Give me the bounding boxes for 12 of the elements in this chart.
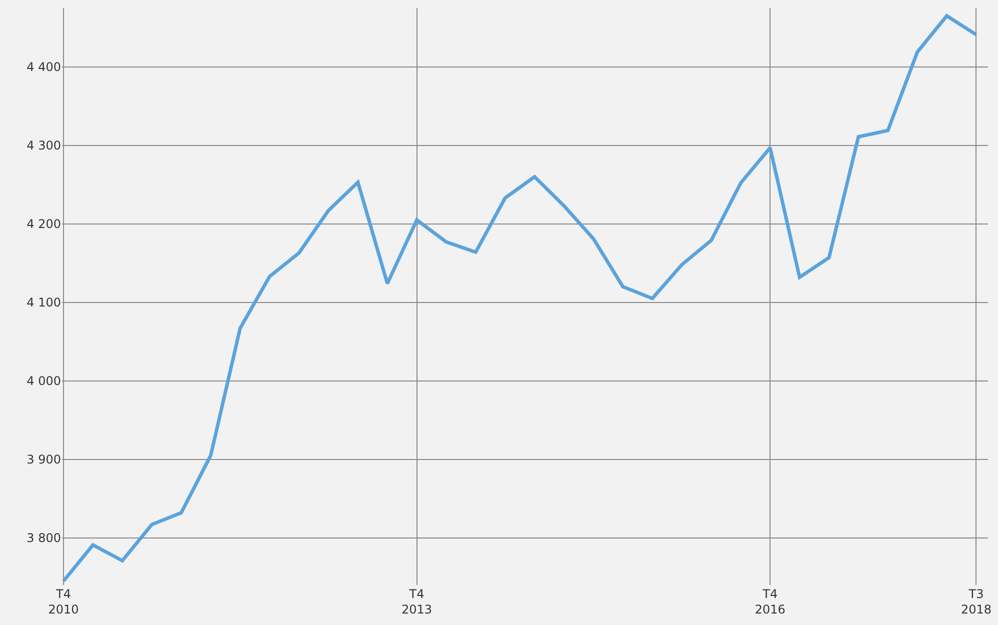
line-series <box>62 14 978 583</box>
y-tick-label: 4 300 <box>26 138 61 153</box>
x-tick-label: T4 2016 <box>754 587 786 617</box>
y-tick-label: 4 400 <box>26 60 61 74</box>
y-tick-label: 4 200 <box>26 217 61 232</box>
x-tick-label: T4 2013 <box>402 587 432 617</box>
y-tick-label: 4 000 <box>26 374 61 388</box>
x-tick-label: T4 2010 <box>48 587 79 617</box>
x-tick-label: T3 2018 <box>960 587 992 617</box>
y-tick-label: 3 800 <box>26 531 61 546</box>
y-tick-label: 4 100 <box>26 296 61 310</box>
y-tick-label: 3 900 <box>26 452 61 467</box>
